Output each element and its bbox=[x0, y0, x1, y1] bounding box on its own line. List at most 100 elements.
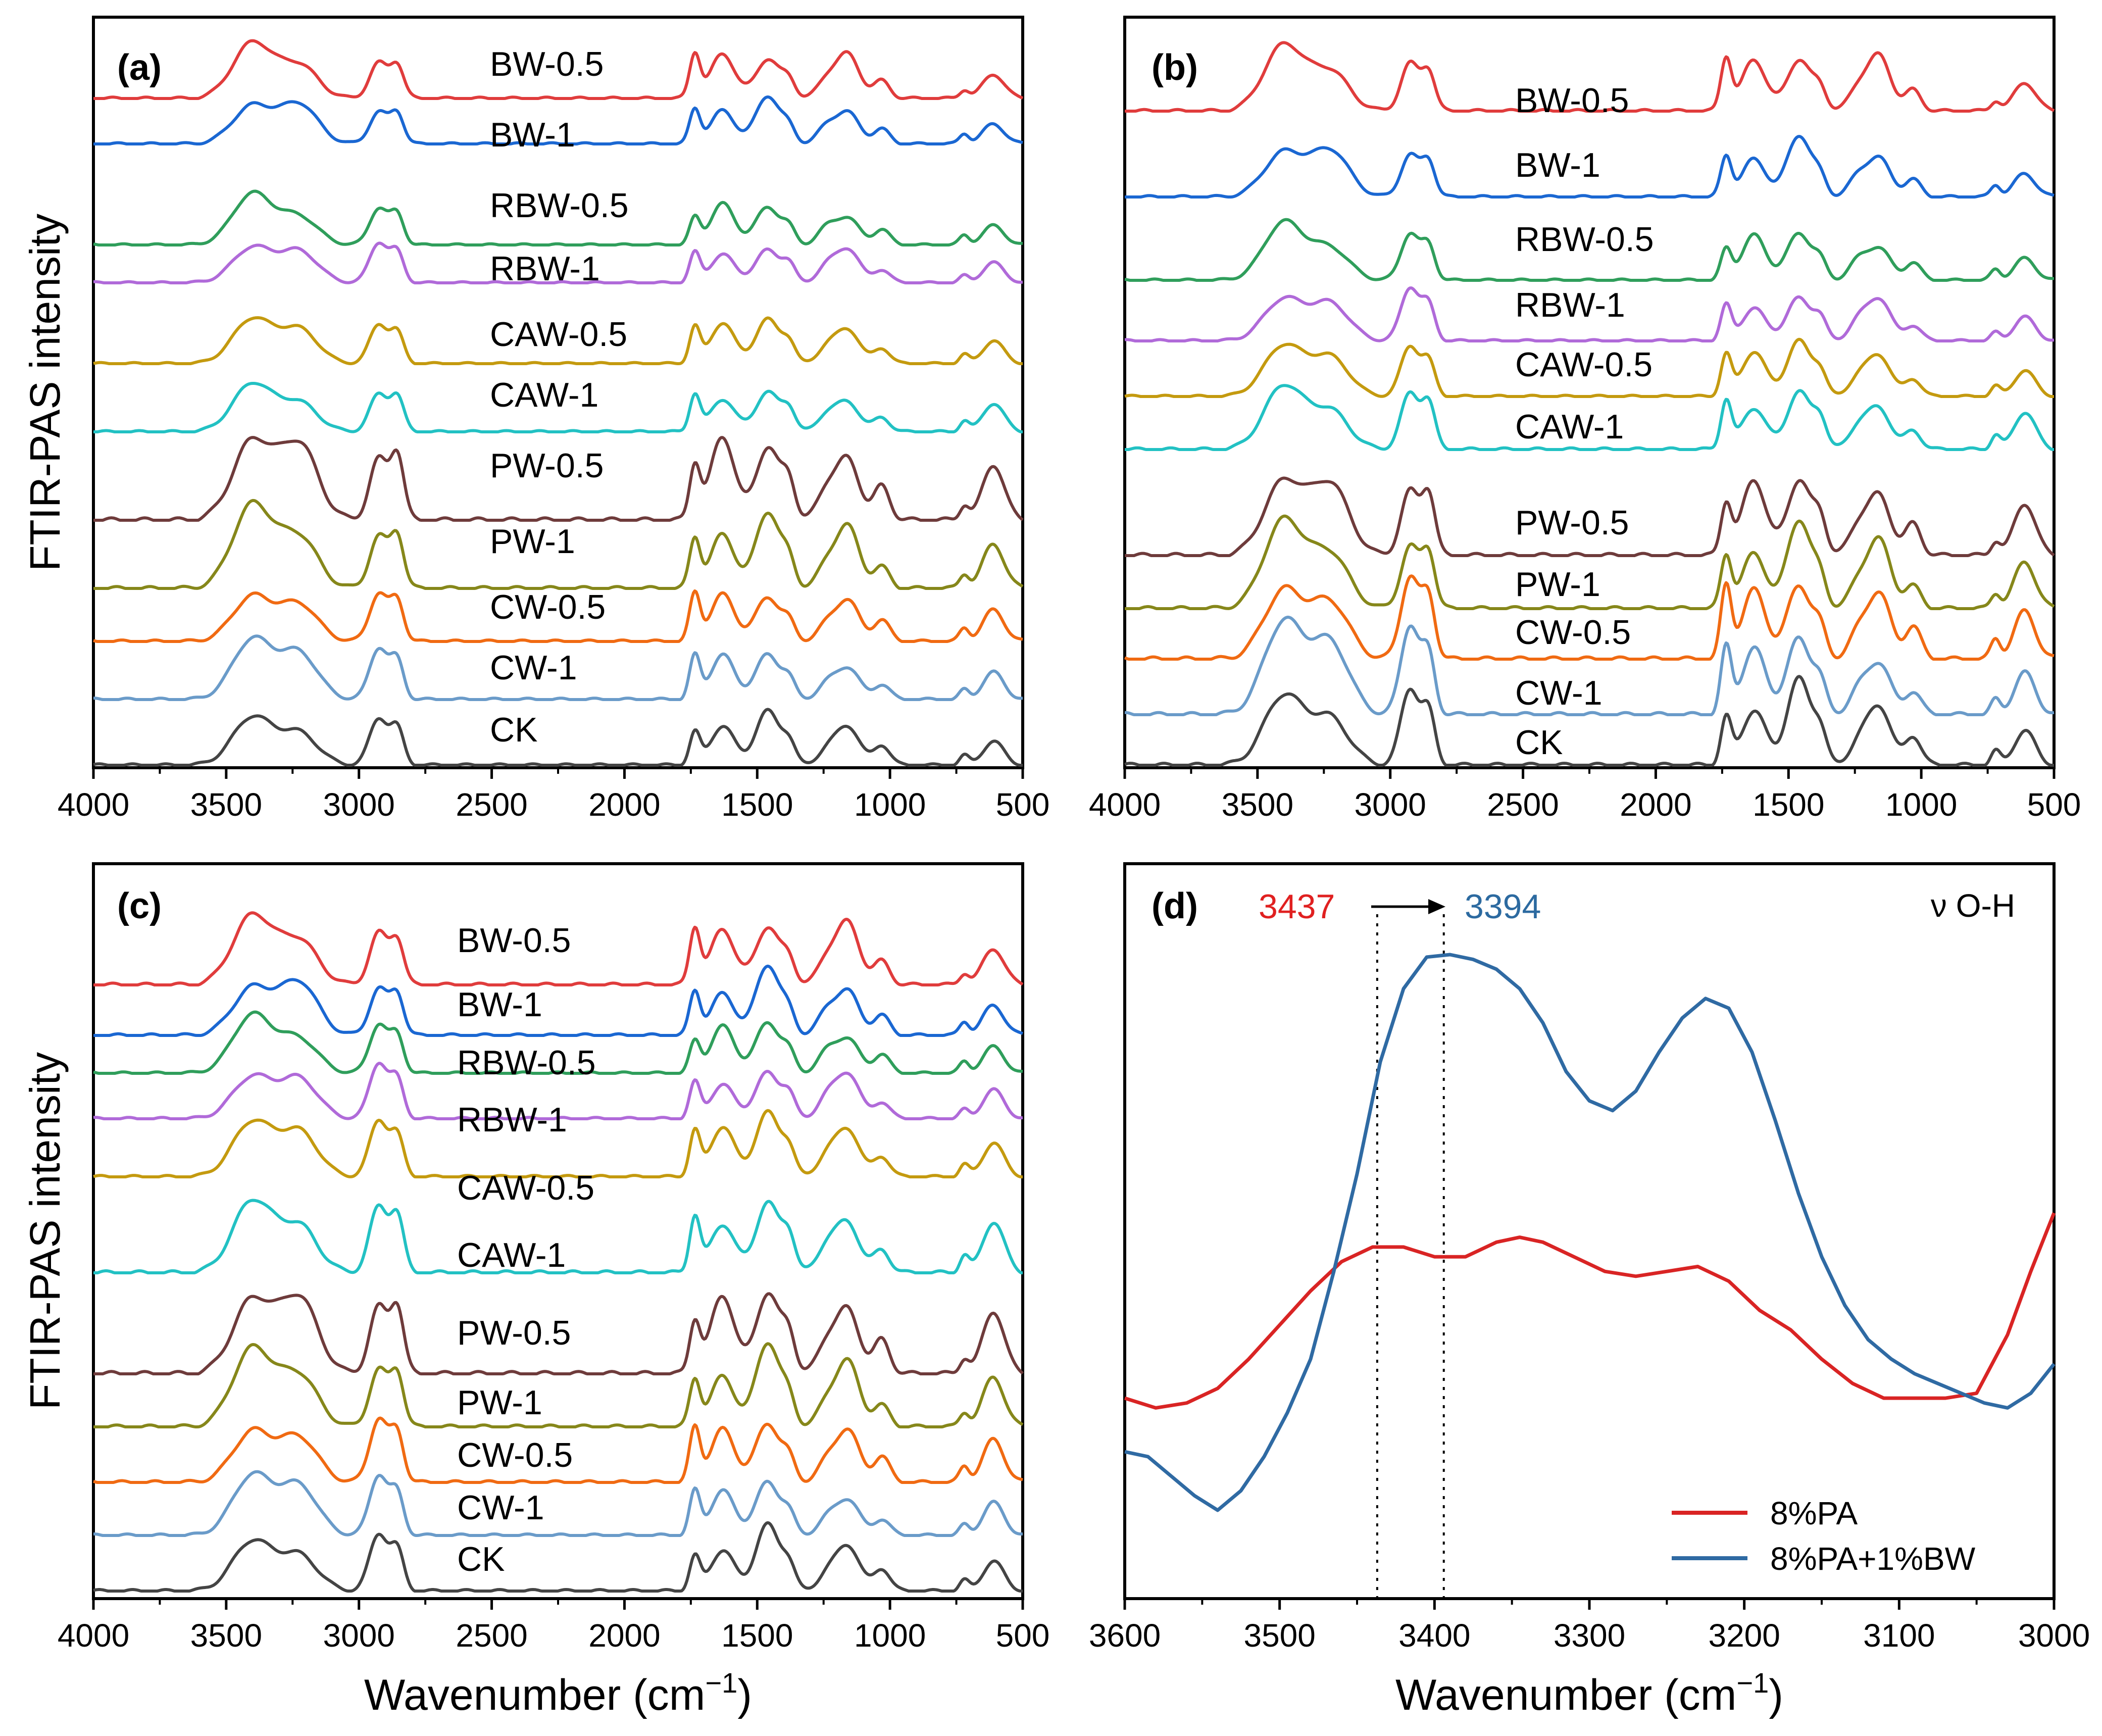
panel-a: 4000 3500 3000 2500 2000 1500 1000 500 BW-0.5BW… bbox=[58, 16, 1050, 823]
series-label: PW-1 bbox=[490, 522, 575, 561]
x-tick-label: 3000 bbox=[2018, 1617, 2090, 1654]
x-tick-label: 1500 bbox=[721, 786, 793, 823]
d-series-line bbox=[1124, 1212, 2056, 1410]
x-tick-label: 3200 bbox=[1708, 1617, 1780, 1654]
x-tick-label: 4000 bbox=[1089, 786, 1161, 823]
spectrum-line bbox=[93, 95, 1023, 145]
series-label: CK bbox=[1515, 723, 1563, 762]
panel-b-curves bbox=[1124, 41, 2055, 767]
spectrum-line bbox=[1124, 337, 2055, 398]
x-tick-label: 3100 bbox=[1863, 1617, 1935, 1654]
y-axis-label-top: FTIR-PAS intensity bbox=[21, 214, 69, 571]
series-label: CW-1 bbox=[457, 1489, 544, 1527]
series-label: RBW-1 bbox=[457, 1101, 567, 1139]
y-axis-label-bottom: FTIR-PAS intensity bbox=[21, 1052, 69, 1410]
spectrum-line bbox=[93, 499, 1024, 590]
spectrum-line bbox=[93, 382, 1023, 433]
x-tick-label: 2000 bbox=[588, 786, 660, 823]
series-label: CAW-0.5 bbox=[457, 1169, 594, 1207]
series-label: CW-0.5 bbox=[1515, 613, 1631, 652]
x-axis-label-right-main: Wavenumber (cm bbox=[1395, 1671, 1736, 1719]
x-tick-label: 3000 bbox=[323, 1617, 395, 1654]
panel-a-series-labels: BW-0.5 BW-1 RBW-0.5 RBW-1 CAW-0.5 CAW-1 PW-0.5… bbox=[490, 45, 629, 749]
x-tick-label: 500 bbox=[996, 786, 1050, 823]
series-label: CK bbox=[457, 1540, 505, 1578]
series-label: PW-0.5 bbox=[1515, 504, 1629, 542]
panel-c-letter: (c) bbox=[117, 886, 162, 926]
x-tick-label: 3000 bbox=[323, 786, 395, 823]
x-tick-label: 500 bbox=[2027, 786, 2081, 823]
series-label: RBW-1 bbox=[1515, 286, 1625, 324]
x-tick-label: 2500 bbox=[456, 1617, 527, 1654]
x-tick-label: 3000 bbox=[1355, 786, 1426, 823]
panel-d: 3600 3500 3400 3300 3200 3100 3000 (d) 3437 33… bbox=[1089, 862, 2090, 1654]
spectrum-line bbox=[1124, 615, 2055, 716]
panel-d-x-ticks: 3600 3500 3400 3300 3200 3100 3000 bbox=[1089, 1599, 2090, 1654]
x-tick-label: 2000 bbox=[1620, 786, 1691, 823]
series-label: CAW-1 bbox=[490, 376, 598, 414]
panel-b-series-labels: BW-0.5 BW-1 RBW-0.5 RBW-1 CAW-0.5 CAW-1 PW-0.5… bbox=[1515, 81, 1654, 762]
spectrum-line bbox=[1124, 675, 2055, 767]
x-tick-label: 500 bbox=[996, 1617, 1050, 1654]
series-label: CAW-1 bbox=[1515, 408, 1624, 446]
panel-b-x-ticks: 4000 3500 3000 2500 2000 1500 1000 500 bbox=[1089, 768, 2081, 823]
x-tick-label: 3500 bbox=[190, 1617, 262, 1654]
x-axis-label-left-main: Wavenumber (cm bbox=[364, 1671, 705, 1719]
x-tick-label: 4000 bbox=[58, 786, 129, 823]
spectrum-line bbox=[93, 1342, 1024, 1428]
series-label: PW-0.5 bbox=[490, 447, 604, 485]
spectrum-line bbox=[1124, 41, 2055, 113]
x-tick-label: 2000 bbox=[588, 1617, 660, 1654]
series-label: BW-0.5 bbox=[490, 45, 604, 83]
x-axis-label-left: Wavenumber (cm−1) bbox=[364, 1667, 752, 1719]
spectrum-line bbox=[93, 241, 1023, 284]
panel-d-annotation-3394: 3394 bbox=[1465, 887, 1541, 926]
series-label: CW-0.5 bbox=[490, 588, 606, 626]
x-tick-label: 4000 bbox=[58, 1617, 129, 1654]
series-label: PW-0.5 bbox=[457, 1314, 571, 1352]
x-axis-label-left-sup: −1 bbox=[705, 1667, 737, 1699]
spectrum-line bbox=[93, 39, 1024, 100]
panel-d-band-label: ν O-H bbox=[1931, 887, 2015, 924]
x-tick-label: 1000 bbox=[854, 1617, 926, 1654]
series-label: CW-1 bbox=[490, 649, 577, 687]
panel-c: 4000 3500 3000 2500 2000 1500 1000 500 BW-0.5BW… bbox=[58, 862, 1050, 1654]
series-label: RBW-0.5 bbox=[1515, 220, 1654, 259]
series-label: CAW-0.5 bbox=[490, 315, 627, 354]
spectrum-line bbox=[93, 589, 1023, 643]
spectrum-line bbox=[93, 1521, 1023, 1593]
spectrum-line bbox=[1124, 574, 2055, 661]
series-label: CAW-1 bbox=[457, 1236, 566, 1274]
x-axis-label-right: Wavenumber (cm−1) bbox=[1395, 1667, 1783, 1719]
series-label: CW-0.5 bbox=[457, 1436, 573, 1474]
spectrum-line bbox=[1124, 286, 2055, 342]
panel-d-curves bbox=[1124, 953, 2056, 1512]
panel-d-letter: (d) bbox=[1152, 886, 1198, 926]
spectrum-line bbox=[93, 1416, 1023, 1484]
spectrum-line bbox=[93, 964, 1024, 1037]
panel-b-letter: (b) bbox=[1152, 47, 1198, 88]
x-tick-label: 1000 bbox=[854, 786, 926, 823]
panel-d-frame bbox=[1123, 862, 2056, 1600]
spectrum-line bbox=[93, 634, 1023, 701]
spectrum-line bbox=[93, 189, 1023, 246]
panel-a-x-ticks: 4000 3500 3000 2500 2000 1500 1000 500 bbox=[58, 768, 1050, 823]
x-tick-label: 1500 bbox=[721, 1617, 793, 1654]
panel-c-curves bbox=[93, 911, 1024, 1593]
series-label: RBW-1 bbox=[490, 250, 600, 288]
spectrum-line bbox=[93, 316, 1023, 365]
series-label: CAW-0.5 bbox=[1515, 345, 1653, 384]
spectrum-line bbox=[93, 911, 1024, 986]
d-series-line bbox=[1124, 953, 2056, 1512]
spectrum-line bbox=[93, 708, 1023, 767]
panel-d-legend: 8%PA 8%PA+1%BW bbox=[1672, 1495, 1976, 1577]
spectrum-line bbox=[93, 436, 1024, 522]
panel-a-letter: (a) bbox=[117, 47, 162, 88]
series-label: BW-1 bbox=[457, 985, 542, 1024]
x-axis-label-left-close: ) bbox=[737, 1671, 752, 1719]
legend-label-8pa-1bw: 8%PA+1%BW bbox=[1770, 1541, 1976, 1577]
x-tick-label: 3500 bbox=[1222, 786, 1293, 823]
spectrum-line bbox=[1124, 384, 2055, 451]
series-label: BW-1 bbox=[1515, 146, 1600, 184]
